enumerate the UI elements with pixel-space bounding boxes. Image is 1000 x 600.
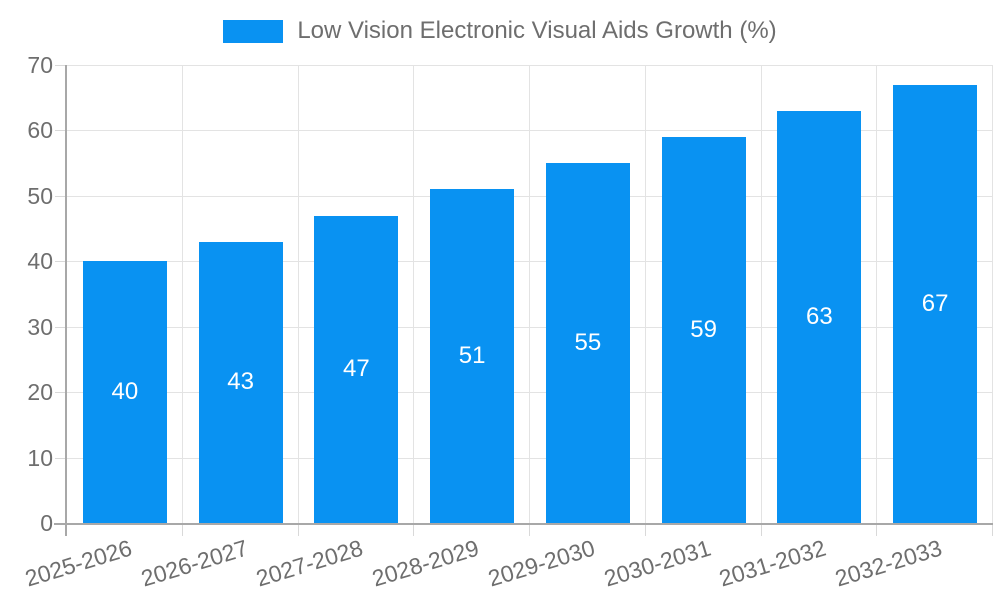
bar-value-label: 47 <box>343 355 370 383</box>
x-axis-tick <box>992 523 993 536</box>
y-tick-label: 60 <box>27 117 53 144</box>
gridline-vertical <box>297 65 299 523</box>
x-axis-tick <box>529 523 530 536</box>
legend-item[interactable]: Low Vision Electronic Visual Aids Growth… <box>223 17 777 45</box>
legend-color-swatch <box>223 19 284 43</box>
gridline-vertical <box>413 65 415 523</box>
y-tick-label: 40 <box>27 248 53 275</box>
x-axis-tick <box>760 523 762 536</box>
x-axis-tick <box>413 523 415 536</box>
bar: 47 <box>314 215 399 523</box>
y-tick-label: 10 <box>27 444 53 471</box>
bar-value-label: 43 <box>227 368 254 396</box>
bar-value-label: 51 <box>458 342 486 370</box>
x-axis-tick <box>181 523 183 536</box>
gridline-vertical <box>181 65 183 523</box>
bar: 67 <box>893 84 978 523</box>
gridline-horizontal <box>67 392 993 394</box>
bar-value-label: 63 <box>806 302 833 330</box>
y-axis-tick <box>55 457 67 459</box>
legend-label: Low Vision Electronic Visual Aids Growth… <box>297 17 777 44</box>
y-axis-tick <box>55 195 67 197</box>
bar: 43 <box>198 241 283 523</box>
gridline-horizontal <box>67 261 993 263</box>
y-axis-tick <box>55 326 67 328</box>
gridline-vertical <box>529 65 530 523</box>
bar-value-label: 40 <box>111 378 139 406</box>
bar-value-label: 67 <box>921 289 949 317</box>
x-axis-tick <box>876 523 878 536</box>
y-axis-labels: 0 10 20 30 40 50 60 70 <box>0 0 53 600</box>
y-axis-tick <box>55 130 67 132</box>
gridline-horizontal <box>67 326 993 328</box>
gridline-vertical <box>644 65 646 523</box>
y-axis-tick <box>55 65 67 66</box>
x-axis-tick <box>297 523 299 536</box>
gridline-vertical <box>760 65 762 523</box>
y-tick-label: 30 <box>27 313 53 340</box>
x-axis-tick <box>644 523 646 536</box>
gridline-horizontal <box>67 195 993 197</box>
x-axis-line <box>54 523 993 525</box>
y-axis-tick <box>55 261 67 263</box>
gridline-horizontal <box>67 130 993 132</box>
gridline-horizontal <box>67 65 993 66</box>
y-axis-tick <box>55 392 67 394</box>
bar: 63 <box>777 110 862 523</box>
gridline-vertical <box>992 65 993 523</box>
chart-legend: Low Vision Electronic Visual Aids Growth… <box>0 17 1000 45</box>
gridline-horizontal <box>67 457 993 459</box>
y-tick-label: 50 <box>27 182 53 209</box>
gridline-vertical <box>876 65 878 523</box>
bar: 51 <box>430 189 515 523</box>
bar: 55 <box>545 163 630 523</box>
plot-area: 40 43 47 51 55 59 63 67 <box>54 65 993 536</box>
bar: 40 <box>82 261 167 523</box>
bar-value-label: 59 <box>690 315 717 343</box>
y-tick-label: 20 <box>27 379 53 406</box>
y-tick-label: 0 <box>40 510 53 536</box>
y-axis-line <box>65 65 67 536</box>
y-tick-label: 70 <box>27 52 53 78</box>
bar-value-label: 55 <box>574 329 602 357</box>
bar: 59 <box>661 136 746 523</box>
